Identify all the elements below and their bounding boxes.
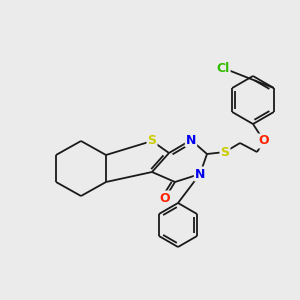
Text: S: S bbox=[148, 134, 157, 148]
Text: Cl: Cl bbox=[216, 61, 230, 74]
Text: S: S bbox=[220, 146, 230, 158]
Text: N: N bbox=[195, 167, 205, 181]
Text: N: N bbox=[186, 134, 196, 146]
Text: O: O bbox=[160, 191, 170, 205]
Text: O: O bbox=[259, 134, 269, 148]
